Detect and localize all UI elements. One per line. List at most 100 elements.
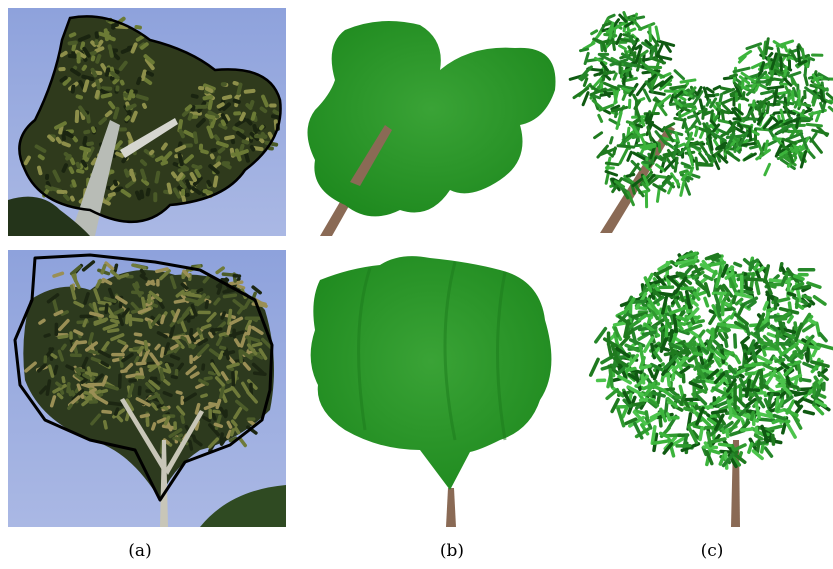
leaf bbox=[181, 189, 185, 196]
leaf bbox=[269, 104, 277, 108]
leaf bbox=[658, 285, 674, 289]
leaf bbox=[605, 166, 615, 169]
leaf bbox=[58, 67, 66, 72]
leaf bbox=[743, 152, 757, 162]
leaf bbox=[609, 136, 614, 145]
photo-top bbox=[8, 8, 286, 236]
leaf bbox=[697, 163, 713, 167]
crown-blob-top bbox=[308, 21, 556, 236]
leaf bbox=[707, 94, 716, 98]
leaf bbox=[75, 110, 80, 124]
leaf bbox=[245, 317, 261, 321]
leaf bbox=[827, 105, 833, 113]
leaf bbox=[680, 286, 694, 290]
leaf bbox=[712, 85, 722, 92]
photo-bottom bbox=[8, 250, 286, 527]
leaf bbox=[682, 373, 686, 384]
leaf bbox=[720, 97, 733, 105]
crown-leaves-bottom bbox=[588, 250, 833, 527]
leaf bbox=[208, 409, 212, 420]
leaf bbox=[56, 190, 67, 195]
leaf bbox=[735, 92, 738, 101]
leaf bbox=[809, 138, 823, 155]
leaf bbox=[197, 311, 210, 315]
leaf bbox=[763, 162, 772, 176]
leaf bbox=[738, 49, 753, 60]
leaf bbox=[774, 296, 778, 310]
leaf bbox=[118, 373, 122, 388]
leaf bbox=[740, 275, 744, 294]
leaf bbox=[618, 44, 628, 51]
leaf bbox=[619, 62, 622, 74]
leaf bbox=[803, 90, 806, 99]
leaf bbox=[592, 131, 603, 140]
leaf bbox=[724, 351, 735, 355]
crown-blob-bottom bbox=[311, 256, 552, 527]
figure: (a) (b) (c) bbox=[0, 0, 833, 565]
leaf bbox=[598, 53, 609, 56]
leaf bbox=[118, 127, 127, 131]
panel-label: (b) bbox=[440, 541, 464, 561]
leaf bbox=[822, 382, 826, 392]
leaf bbox=[698, 98, 704, 110]
leaf bbox=[597, 113, 604, 123]
leaf bbox=[754, 281, 760, 296]
leaf bbox=[607, 331, 611, 346]
leaf bbox=[806, 123, 824, 128]
leaf bbox=[648, 24, 652, 42]
leaf bbox=[588, 357, 600, 377]
leaf bbox=[146, 417, 150, 427]
leaf bbox=[232, 274, 241, 278]
leaf bbox=[69, 331, 73, 340]
leaf bbox=[135, 375, 145, 379]
leaf bbox=[742, 388, 760, 392]
leaf bbox=[675, 444, 691, 448]
leaf bbox=[88, 400, 98, 404]
leaf bbox=[150, 376, 158, 380]
crown-leaves-top bbox=[568, 11, 833, 233]
panel-label: (a) bbox=[128, 541, 151, 561]
leaf bbox=[618, 146, 630, 165]
leaf bbox=[54, 323, 58, 337]
leaf bbox=[797, 273, 808, 277]
leaf bbox=[94, 39, 98, 45]
leaf bbox=[194, 105, 208, 109]
leaf bbox=[802, 409, 815, 415]
leaf bbox=[798, 89, 801, 107]
leaf bbox=[733, 354, 741, 365]
leaf bbox=[759, 369, 763, 390]
leaf bbox=[818, 331, 829, 343]
leaf bbox=[111, 353, 125, 357]
leaf bbox=[647, 66, 662, 69]
leaf bbox=[763, 446, 774, 459]
leaf bbox=[785, 421, 798, 439]
leaf bbox=[679, 180, 686, 197]
leaf bbox=[721, 300, 725, 316]
leaf bbox=[628, 99, 632, 109]
leaf bbox=[673, 69, 686, 81]
leaf bbox=[703, 296, 710, 308]
leaf bbox=[199, 143, 203, 150]
leaf bbox=[798, 268, 816, 272]
leaf bbox=[147, 294, 151, 304]
leaf bbox=[153, 192, 157, 202]
leaf bbox=[740, 335, 751, 345]
leaf bbox=[733, 382, 737, 403]
leaf bbox=[189, 355, 193, 364]
leaf bbox=[87, 383, 104, 387]
leaf bbox=[776, 330, 780, 350]
panel-label: (c) bbox=[701, 541, 724, 561]
leaf bbox=[616, 144, 635, 149]
leaf bbox=[811, 53, 823, 56]
leaf bbox=[788, 59, 791, 71]
leaf bbox=[596, 378, 607, 382]
leaf bbox=[746, 277, 765, 281]
leaf bbox=[156, 279, 160, 287]
leaf bbox=[43, 355, 47, 363]
leaf bbox=[173, 421, 177, 430]
leaf bbox=[233, 111, 241, 115]
leaf bbox=[733, 333, 737, 349]
leaf bbox=[771, 434, 775, 446]
leaf bbox=[583, 52, 590, 66]
leaf bbox=[698, 329, 707, 339]
